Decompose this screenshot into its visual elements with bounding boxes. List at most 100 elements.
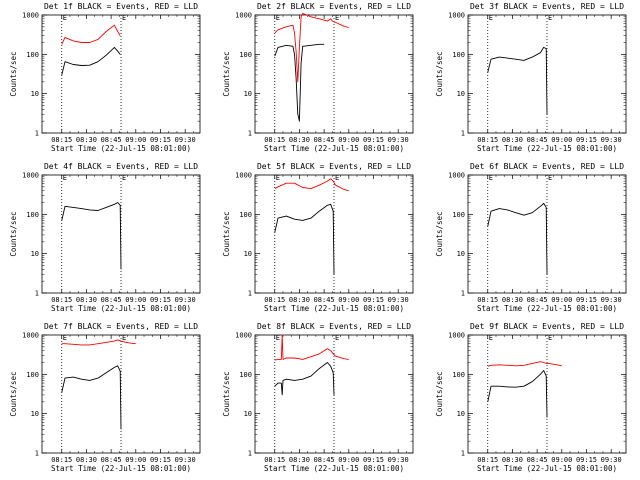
y-axis-label: Counts/sec [222,51,231,96]
x-axis-label: Start Time (22-Jul-15 08:01:00) [477,144,617,153]
plot-frame [467,334,627,454]
y-axis-label: Counts/sec [435,371,444,416]
x-tick-label: 08:30 [502,136,523,144]
x-tick-label: 08:30 [76,296,97,304]
detector-panel-7: Det 7f BLACK = Events, RED = LLD 1 10 100 10… [0,320,213,480]
panel-svg: Det 6f BLACK = Events, RED = LLD 1 10 100 10… [435,162,627,313]
x-tick-label: 08:15 [264,456,285,464]
x-axis-label: Start Time (22-Jul-15 08:01:00) [264,464,404,473]
y-tick-label: 10 [244,410,252,418]
y-axis-label: Counts/sec [9,51,18,96]
y-tick-label: 10 [31,250,39,258]
x-tick-label: 09:15 [363,456,384,464]
x-tick-label: 09:15 [363,136,384,144]
event-marker-label: E [122,334,126,342]
y-tick-label: 1 [35,130,39,138]
x-tick-label: 08:15 [264,296,285,304]
event-marker-label: E [276,14,280,22]
x-tick-label: 08:45 [101,456,122,464]
x-tick-label: 08:45 [314,296,335,304]
y-tick-label: 10 [457,90,465,98]
event-marker-label: E [335,174,339,182]
x-tick-label: 08:30 [76,136,97,144]
event-marker-label: E [335,334,339,342]
lld-series-line [61,339,136,346]
x-tick-label: 08:45 [314,456,335,464]
x-tick-label: 09:00 [338,456,359,464]
x-tick-label: 09:15 [576,136,597,144]
x-tick-label: 09:15 [150,136,171,144]
x-tick-label: 09:30 [175,136,196,144]
x-tick-label: 08:30 [76,456,97,464]
x-tick-label: 08:15 [477,456,498,464]
y-axis-label: Counts/sec [435,51,444,96]
lld-series-line [487,361,562,367]
y-tick-label: 1000 [22,332,39,340]
y-tick-label: 1 [248,450,252,458]
x-tick-label: 08:30 [289,456,310,464]
x-axis-label: Start Time (22-Jul-15 08:01:00) [264,144,404,153]
x-tick-label: 09:30 [388,456,409,464]
x-tick-label: 08:45 [101,136,122,144]
detector-panel-9: Det 9f BLACK = Events, RED = LLD 1 10 100 10… [426,320,639,480]
panel-svg: Det 1f BLACK = Events, RED = LLD 1 10 100 10… [9,2,201,153]
y-tick-label: 1000 [235,12,252,20]
x-axis-label: Start Time (22-Jul-15 08:01:00) [477,464,617,473]
y-axis-label: Counts/sec [222,371,231,416]
detector-panel-6: Det 6f BLACK = Events, RED = LLD 1 10 100 10… [426,160,639,320]
x-tick-label: 08:15 [51,296,72,304]
x-tick-label: 09:30 [388,296,409,304]
x-tick-label: 08:45 [527,456,548,464]
plot-frame [254,174,414,294]
detector-panel-8: Det 8f BLACK = Events, RED = LLD 1 10 100 10… [213,320,426,480]
events-series-line [61,46,121,76]
panel-svg: Det 8f BLACK = Events, RED = LLD 1 10 100 10… [222,322,414,473]
y-tick-label: 1 [248,290,252,298]
event-marker-label: E [548,334,552,342]
y-tick-label: 10 [244,90,252,98]
plot-frame [467,14,627,134]
x-tick-label: 08:30 [502,296,523,304]
x-tick-label: 08:15 [51,136,72,144]
event-marker-label: E [489,14,493,22]
y-tick-label: 1000 [448,172,465,180]
detector-panel-4: Det 4f BLACK = Events, RED = LLD 1 10 100 10… [0,160,213,320]
events-series-line [487,370,548,418]
y-tick-label: 1000 [235,172,252,180]
lld-series-line [274,178,349,192]
y-tick-label: 1 [461,290,465,298]
x-tick-label: 08:30 [289,136,310,144]
x-tick-label: 09:30 [601,296,622,304]
lld-series-line [274,334,349,361]
x-tick-label: 09:30 [175,456,196,464]
panel-title: Det 2f BLACK = Events, RED = LLD [257,2,411,11]
y-tick-label: 10 [31,90,39,98]
event-marker-label: E [63,14,67,22]
event-marker-label: E [335,14,339,22]
x-axis-label: Start Time (22-Jul-15 08:01:00) [51,464,191,473]
x-tick-label: 09:15 [150,296,171,304]
panel-title: Det 3f BLACK = Events, RED = LLD [470,2,624,11]
x-tick-label: 09:00 [125,136,146,144]
x-tick-label: 09:00 [125,456,146,464]
panel-svg: Det 4f BLACK = Events, RED = LLD 1 10 100 10… [9,162,201,313]
y-tick-label: 100 [452,371,465,379]
x-tick-label: 09:15 [576,456,597,464]
event-marker-label: E [548,174,552,182]
panel-svg: Det 7f BLACK = Events, RED = LLD 1 10 100 10… [9,322,201,473]
plot-frame [254,14,414,134]
x-tick-label: 09:00 [551,296,572,304]
x-tick-label: 09:30 [601,456,622,464]
event-marker-label: E [489,334,493,342]
panel-title: Det 6f BLACK = Events, RED = LLD [470,162,624,171]
x-tick-label: 08:15 [477,296,498,304]
y-tick-label: 10 [457,250,465,258]
panel-title: Det 4f BLACK = Events, RED = LLD [44,162,198,171]
y-axis-label: Counts/sec [9,211,18,256]
x-tick-label: 09:30 [388,136,409,144]
panel-title: Det 5f BLACK = Events, RED = LLD [257,162,411,171]
x-tick-label: 09:00 [338,136,359,144]
x-tick-label: 08:15 [477,136,498,144]
x-tick-label: 08:45 [527,136,548,144]
x-tick-label: 08:45 [101,296,122,304]
